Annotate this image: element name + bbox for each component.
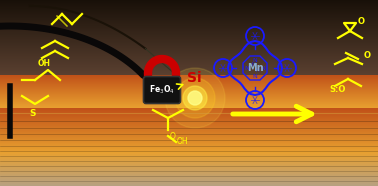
Text: S:O: S:O	[330, 85, 346, 94]
Text: O: O	[358, 17, 365, 26]
Text: Fe$_3$O$_4$: Fe$_3$O$_4$	[149, 84, 175, 96]
Text: N: N	[260, 65, 265, 70]
Text: N: N	[253, 57, 257, 62]
Text: O: O	[364, 51, 371, 60]
Circle shape	[175, 78, 215, 118]
Text: Si: Si	[187, 71, 201, 85]
Circle shape	[183, 86, 207, 110]
Text: Mn: Mn	[247, 63, 263, 73]
Text: OH: OH	[177, 137, 189, 147]
Text: N: N	[253, 73, 257, 78]
Circle shape	[188, 91, 202, 105]
Text: H: H	[256, 68, 260, 73]
Text: N: N	[245, 65, 249, 70]
FancyBboxPatch shape	[144, 76, 181, 103]
Text: O: O	[170, 132, 176, 141]
Circle shape	[165, 68, 225, 128]
Text: OH: OH	[37, 59, 51, 68]
Text: S: S	[30, 108, 36, 118]
Text: H: H	[251, 62, 255, 67]
